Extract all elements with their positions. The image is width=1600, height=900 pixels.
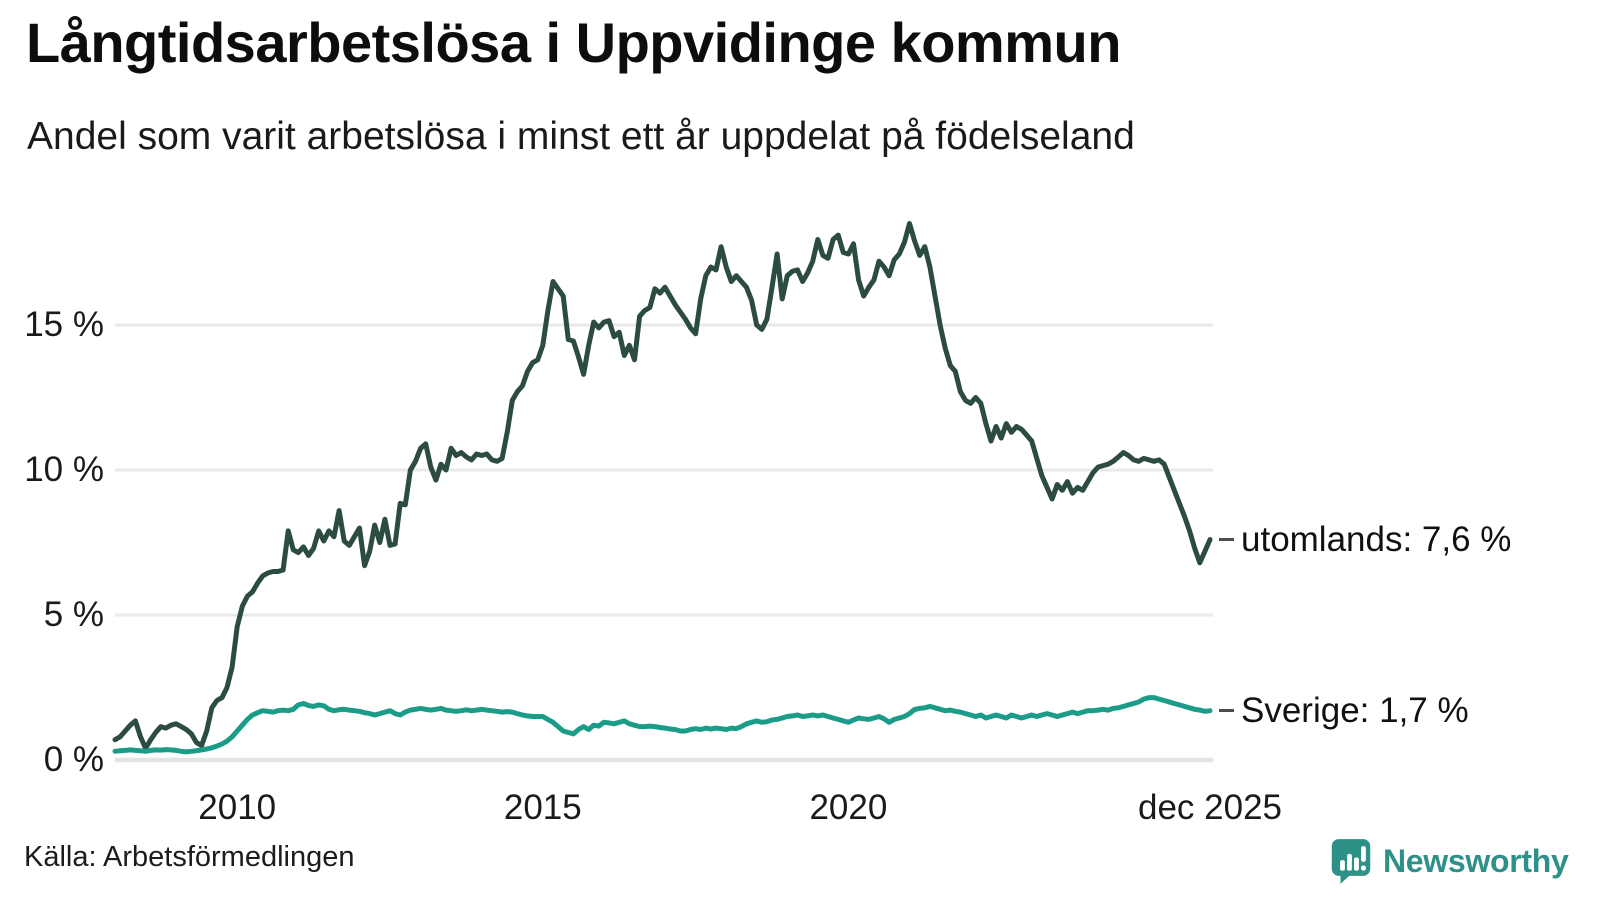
y-tick-label: 0 % xyxy=(43,740,104,779)
y-tick-label: 15 % xyxy=(24,305,104,344)
series-annotation-Sverige: Sverige: 1,7 % xyxy=(1219,689,1469,733)
x-tick-label: 2020 xyxy=(809,788,888,827)
series-end-label: Sverige: 1,7 % xyxy=(1241,690,1469,730)
brand-name: Newsworthy xyxy=(1383,842,1569,879)
x-tick-label: 2010 xyxy=(198,788,277,827)
x-tick-label: dec 2025 xyxy=(1137,788,1283,827)
brand-logo: Newsworthy xyxy=(1330,837,1569,885)
series-end-label: utomlands: 7,6 % xyxy=(1241,519,1512,559)
source-note: Källa: Arbetsförmedlingen xyxy=(24,841,355,873)
y-tick-label: 5 % xyxy=(43,595,104,634)
annotation-dash xyxy=(1219,538,1234,542)
x-tick-label: 2015 xyxy=(503,788,582,827)
page-title: Långtidsarbetslösa i Uppvidinge kommun xyxy=(26,11,1121,74)
series-line-Sverige xyxy=(112,695,1213,755)
series-line-utomlands xyxy=(112,221,1213,751)
page-subtitle: Andel som varit arbetslösa i minst ett å… xyxy=(27,115,1135,158)
newsworthy-logo-icon xyxy=(1331,839,1371,884)
annotation-dash xyxy=(1219,709,1234,713)
y-tick-label: 10 % xyxy=(24,450,104,489)
series-annotation-utomlands: utomlands: 7,6 % xyxy=(1219,518,1511,562)
